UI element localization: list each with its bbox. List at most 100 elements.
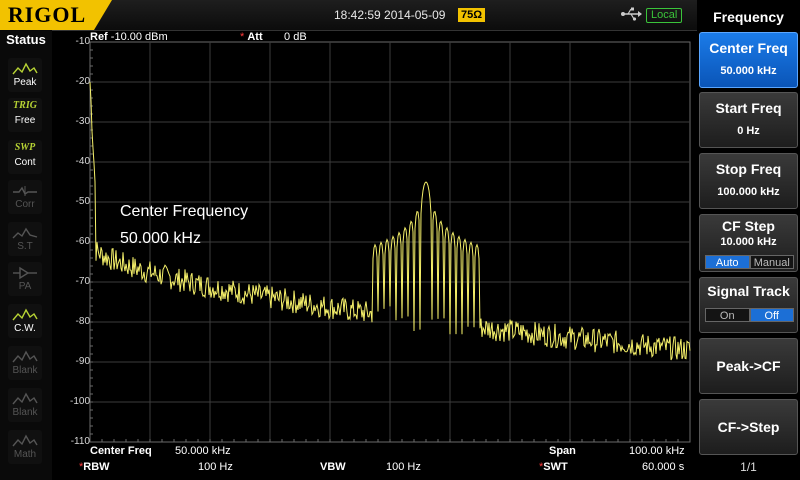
blank-icon [12, 392, 38, 405]
trig-icon: TRIG [13, 100, 37, 111]
y-tick-label: -100 [69, 396, 90, 407]
cf-step-mode-toggle[interactable]: Auto Manual [705, 255, 794, 269]
center-frequency-annotation: Center Frequency 50.000 kHz [120, 198, 248, 252]
status-corr-label: Corr [15, 199, 35, 210]
status-peak-label: Peak [13, 77, 37, 88]
status-cw-label: C.W. [14, 323, 36, 334]
status-sweep[interactable]: SWP Cont [8, 140, 42, 174]
status-math-label: Math [13, 449, 37, 460]
usb-icon [621, 7, 642, 21]
swt-value: 60.000 s [642, 461, 685, 473]
spectrum-trace [89, 82, 691, 361]
signal-track-on-option[interactable]: On [705, 308, 750, 322]
frequency-menu: Frequency Center Freq 50.000 kHz Start F… [697, 0, 800, 480]
status-title: Status [6, 32, 46, 47]
menu-page-number: 1/1 [740, 460, 757, 474]
menu-title: Frequency [713, 9, 784, 25]
status-panel: Status Peak TRIG Free SWP Cont Corr S.T … [0, 30, 52, 480]
cf-step-button-label: CF Step [722, 218, 775, 234]
start-freq-button[interactable]: Start Freq 0 Hz [699, 92, 798, 148]
annotation-title: Center Frequency [120, 203, 249, 220]
reference-level: Ref -10.00 dBm [90, 31, 168, 43]
vbw-value: 100 Hz [386, 461, 421, 473]
y-tick-label: -90 [75, 356, 90, 367]
local-badge: Local [646, 8, 683, 23]
start-freq-button-value: 0 Hz [737, 125, 760, 137]
rigol-logo: RIGOL [0, 0, 94, 30]
blank-icon [12, 350, 38, 363]
impedance-badge: 75Ω [458, 8, 486, 22]
date-time: 18:42:59 2014-05-09 [334, 8, 446, 22]
start-freq-button-label: Start Freq [715, 100, 782, 116]
y-tick-label: -10 [75, 36, 90, 47]
peak-to-cf-button[interactable]: Peak->CF [699, 338, 798, 394]
stop-freq-button-value: 100.000 kHz [717, 186, 780, 198]
ref-value: -10.00 dBm [110, 31, 168, 43]
att-star: * [240, 31, 245, 43]
logo-tail [94, 0, 112, 30]
status-st[interactable]: S.T [8, 222, 42, 256]
pa-icon [13, 266, 37, 280]
y-tick-label: -50 [75, 196, 90, 207]
corr-icon [13, 186, 37, 196]
top-status-bar: RIGOL 18:42:59 2014-05-09 75Ω Local [0, 0, 697, 31]
rbw-star: * [79, 461, 84, 473]
math-icon [12, 434, 38, 447]
att-value: 0 dB [284, 31, 307, 43]
att-label: Att [247, 31, 263, 43]
sweep-icon: SWP [14, 142, 36, 153]
center-freq-button-value: 50.000 kHz [720, 65, 777, 77]
swt-label: SWT [543, 461, 568, 473]
status-blank-2[interactable]: Blank [8, 388, 42, 422]
status-trigger[interactable]: TRIG Free [8, 98, 42, 132]
cf-to-step-button[interactable]: CF->Step [699, 399, 798, 455]
y-tick-label: -30 [75, 116, 90, 127]
center-freq-button-label: Center Freq [709, 40, 788, 56]
cf-step-auto-option[interactable]: Auto [705, 255, 750, 269]
status-math[interactable]: Math [8, 430, 42, 464]
st-icon [12, 227, 38, 239]
status-blank-1-label: Blank [12, 365, 38, 376]
cf-step-button[interactable]: CF Step 10.000 kHz Auto Manual [699, 214, 798, 272]
stop-freq-button-label: Stop Freq [715, 161, 782, 177]
signal-track-off-option[interactable]: Off [749, 308, 794, 322]
y-tick-label: -80 [75, 316, 90, 327]
annotation-value: 50.000 kHz [120, 230, 201, 247]
span-label: Span [549, 445, 576, 457]
span-value: 100.00 kHz [629, 445, 685, 457]
rbw-value: 100 Hz [198, 461, 233, 473]
peak-to-cf-label: Peak->CF [716, 358, 781, 374]
y-tick-label: -70 [75, 276, 90, 287]
y-tick-label: -40 [75, 156, 90, 167]
ref-label: Ref [90, 31, 108, 43]
status-st-label: S.T [17, 241, 33, 252]
peak-icon [12, 62, 38, 75]
signal-track-button[interactable]: Signal Track On Off [699, 277, 798, 333]
y-tick-label: -20 [75, 76, 90, 87]
status-trigger-label: Free [14, 115, 36, 126]
cf-step-button-value: 10.000 kHz [720, 236, 777, 248]
status-corr[interactable]: Corr [8, 180, 42, 214]
swt-star: * [539, 461, 544, 473]
center-freq-button[interactable]: Center Freq 50.000 kHz [699, 32, 798, 88]
signal-track-button-label: Signal Track [707, 283, 790, 299]
center-freq-label: Center Freq [90, 445, 152, 457]
y-tick-label: -110 [70, 436, 90, 447]
center-freq-value: 50.000 kHz [175, 445, 231, 457]
status-blank-1[interactable]: Blank [8, 346, 42, 380]
status-peak[interactable]: Peak [8, 58, 42, 92]
status-sweep-label: Cont [14, 157, 36, 168]
y-tick-label: -60 [75, 236, 90, 247]
rbw-label: RBW [83, 461, 110, 473]
status-pa[interactable]: PA [8, 262, 42, 296]
cf-step-manual-option[interactable]: Manual [749, 255, 794, 269]
cw-icon [12, 308, 38, 321]
status-blank-2-label: Blank [12, 407, 38, 418]
spectrum-display: -10 -20 -30 -40 -50 -60 -70 -80 -90 -100 -110 Ref … [52, 30, 697, 480]
status-cw[interactable]: C.W. [8, 304, 42, 338]
attenuation: * Att 0 dB [240, 31, 307, 43]
signal-track-toggle[interactable]: On Off [705, 308, 794, 322]
vbw-label: VBW [320, 461, 346, 473]
cf-to-step-label: CF->Step [717, 419, 780, 435]
stop-freq-button[interactable]: Stop Freq 100.000 kHz [699, 153, 798, 209]
